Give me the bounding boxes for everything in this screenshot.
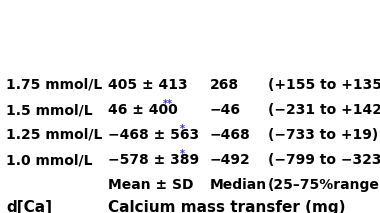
Text: (−231 to +142): (−231 to +142)	[268, 103, 380, 117]
Text: (25–75%range): (25–75%range)	[268, 178, 380, 192]
Text: Mean ± SD: Mean ± SD	[108, 178, 193, 192]
Text: 46 ± 400: 46 ± 400	[108, 103, 178, 117]
Text: (−799 to −323): (−799 to −323)	[268, 153, 380, 167]
Text: **: **	[163, 99, 173, 109]
Text: −468: −468	[210, 128, 251, 142]
Text: 1.75 mmol/L: 1.75 mmol/L	[6, 78, 102, 92]
Text: −46: −46	[210, 103, 241, 117]
Text: d[Ca]: d[Ca]	[6, 200, 52, 213]
Text: −578 ± 389: −578 ± 389	[108, 153, 199, 167]
Text: 1.0 mmol/L: 1.0 mmol/L	[6, 153, 92, 167]
Text: *: *	[180, 124, 185, 134]
Text: −492: −492	[210, 153, 251, 167]
Text: −468 ± 563: −468 ± 563	[108, 128, 199, 142]
Text: 1.25 mmol/L: 1.25 mmol/L	[6, 128, 102, 142]
Text: Calcium mass transfer (mg): Calcium mass transfer (mg)	[108, 200, 345, 213]
Text: Median: Median	[210, 178, 267, 192]
Text: 268: 268	[210, 78, 239, 92]
Text: 405 ± 413: 405 ± 413	[108, 78, 188, 92]
Text: *: *	[180, 149, 185, 159]
Text: (−733 to +19): (−733 to +19)	[268, 128, 378, 142]
Text: (+155 to +1358): (+155 to +1358)	[268, 78, 380, 92]
Text: 1.5 mmol/L: 1.5 mmol/L	[6, 103, 93, 117]
